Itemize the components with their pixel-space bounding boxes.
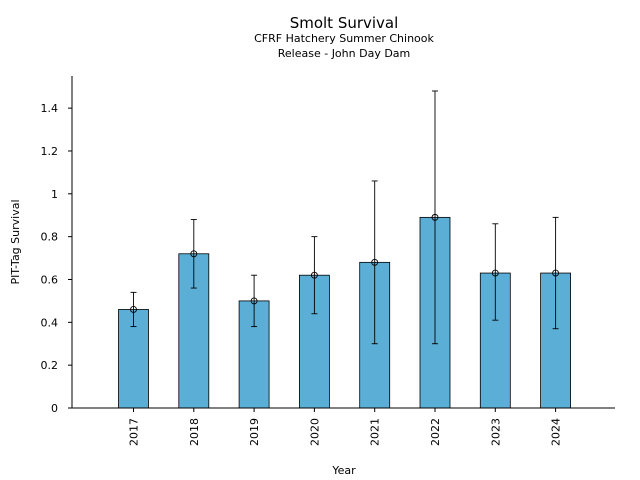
axes-layer: [71, 76, 615, 409]
y-tick-label-0.4: 0.4: [41, 316, 59, 329]
point-marker-2024: [552, 269, 560, 277]
chart-title: Smolt Survival: [290, 14, 399, 32]
point-marker-2022: [431, 213, 439, 221]
x-tick-label-2021: 2021: [369, 418, 382, 446]
point-marker-2017: [130, 306, 137, 313]
y-tick-label-0.8: 0.8: [41, 231, 59, 244]
y-tick-label-1.2: 1.2: [41, 145, 59, 158]
point-marker-2023: [491, 269, 499, 277]
point-marker-2020: [310, 271, 318, 279]
x-tick-label-2020: 2020: [308, 418, 321, 446]
bars-layer: [118, 216, 571, 409]
x-tick-label-2018: 2018: [188, 418, 201, 446]
y-tick-label-0: 0: [51, 402, 58, 415]
x-tick-label-2019: 2019: [248, 418, 261, 446]
x-tick-label-2023: 2023: [489, 418, 502, 446]
x-tick-label-2024: 2024: [550, 418, 563, 446]
y-axis-label: PIT-Tag Survival: [9, 199, 22, 284]
y-tick-label-0.2: 0.2: [41, 359, 59, 372]
y-tick-label-1.4: 1.4: [41, 102, 59, 115]
point-marker-2021: [371, 258, 379, 266]
chart-subtitle-line-1: CFRF Hatchery Summer Chinook: [254, 32, 434, 45]
x-axis-label: Year: [331, 464, 356, 477]
y-tick-label-0.6: 0.6: [41, 273, 59, 286]
bar-2020: [298, 274, 330, 409]
x-tick-label-2017: 2017: [128, 418, 141, 446]
point-marker-2019: [250, 297, 258, 305]
error-bars-layer: [130, 90, 560, 345]
y-tick-label-1: 1: [51, 188, 58, 201]
x-tick-label-2022: 2022: [429, 418, 442, 446]
chart-subtitle-line-2: Release - John Day Dam: [278, 47, 411, 60]
point-marker-2018: [190, 250, 198, 258]
ticks-layer: 0 0.2 0.4 0.6 0.8 1 1.2 1.4 2017 2018 2019 2020 2021…: [41, 102, 563, 446]
